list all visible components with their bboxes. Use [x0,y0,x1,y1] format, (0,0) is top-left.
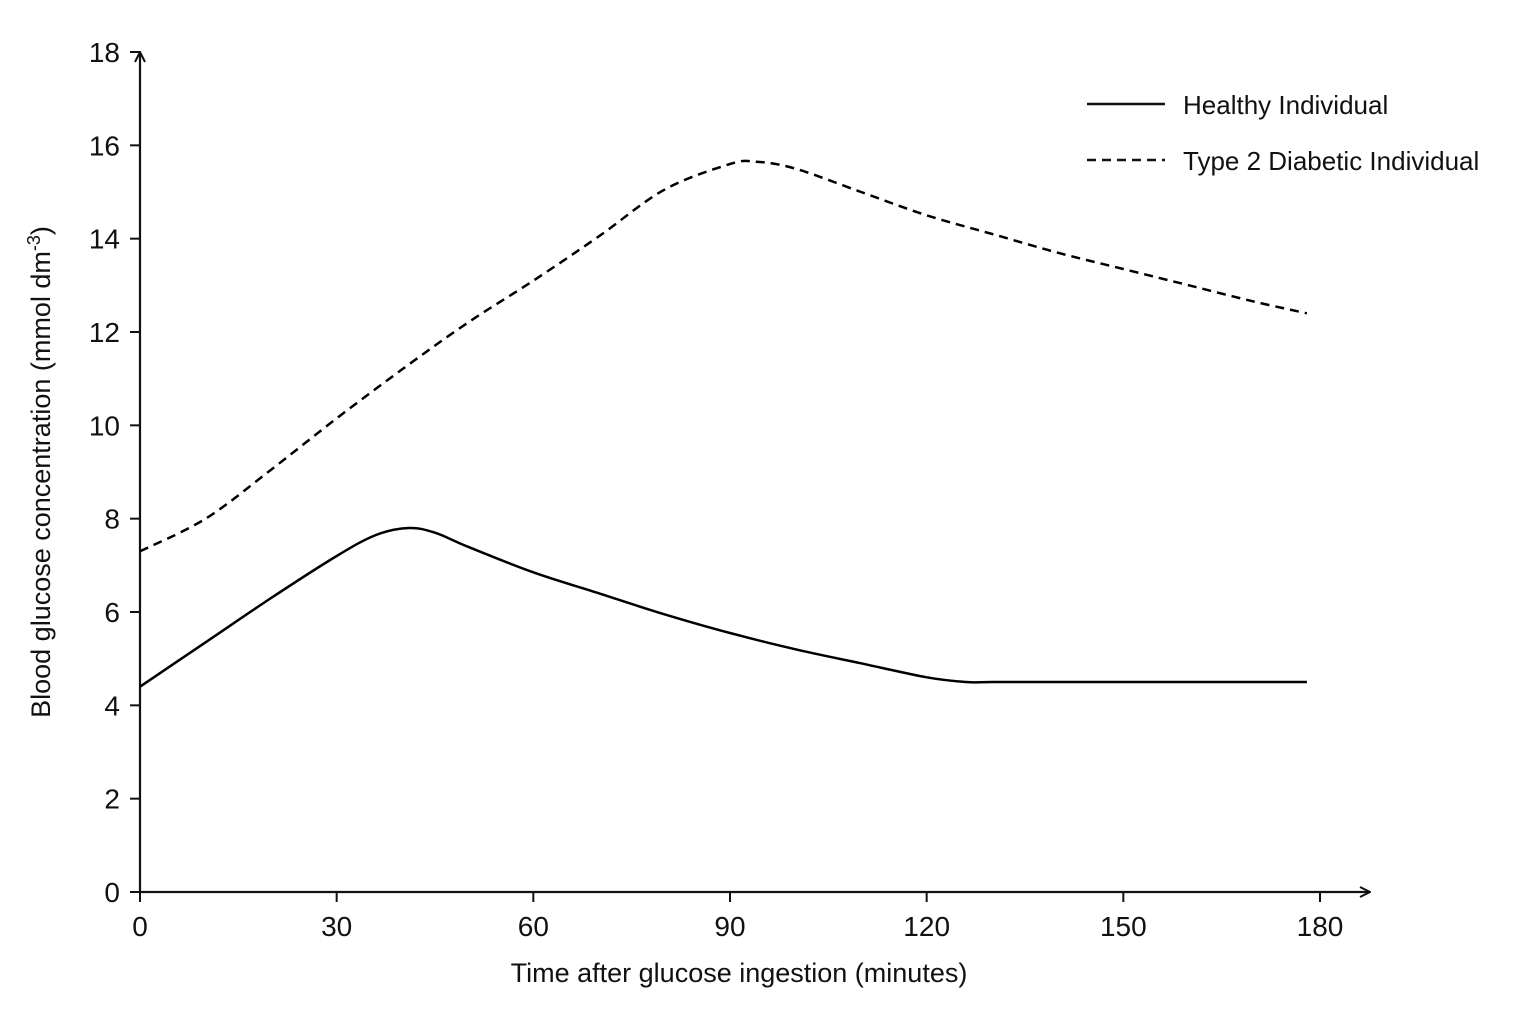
y-axis: 0 2 4 6 8 10 12 14 16 18 [89,37,140,908]
legend-label-healthy: Healthy Individual [1183,90,1388,120]
x-tick-label: 30 [321,911,352,942]
legend-item-healthy: Healthy Individual [1087,90,1388,120]
x-tick-label: 150 [1100,911,1147,942]
y-tick-label: 2 [104,784,120,815]
legend: Healthy Individual Type 2 Diabetic Indiv… [1087,90,1479,176]
y-tick-label: 10 [89,410,120,441]
y-tick-label: 12 [89,317,120,348]
series-line-healthy [139,526,1307,688]
x-tick-label: 60 [518,911,549,942]
x-tick-label: 0 [132,911,148,942]
x-tick-label: 180 [1297,911,1344,942]
y-tick-label: 4 [104,690,120,721]
legend-item-diabetic: Type 2 Diabetic Individual [1087,146,1479,176]
y-axis-label-superscript: -3 [24,235,44,251]
y-tick-label: 14 [89,224,120,255]
y-ticks: 0 2 4 6 8 10 12 14 16 18 [89,37,140,908]
y-tick-label: 8 [104,504,120,535]
y-axis-label-main: Blood glucose concentration (mmol dm [26,251,56,718]
x-ticks: 0 30 60 90 120 150 180 [132,892,1343,942]
x-axis-label: Time after glucose ingestion (minutes) [511,958,968,988]
y-axis-label: Blood glucose concentration (mmol dm-3) [24,226,56,718]
y-tick-label: 16 [89,130,120,161]
x-tick-label: 90 [714,911,745,942]
y-axis-label-close: ) [26,226,56,235]
legend-label-diabetic: Type 2 Diabetic Individual [1183,146,1479,176]
y-tick-label: 6 [104,597,120,628]
series-line-diabetic [139,159,1308,553]
x-tick-label: 120 [903,911,950,942]
y-tick-label: 18 [89,37,120,68]
series-layer [139,159,1308,688]
y-tick-label: 0 [104,877,120,908]
x-axis: 0 30 60 90 120 150 180 [132,892,1370,942]
